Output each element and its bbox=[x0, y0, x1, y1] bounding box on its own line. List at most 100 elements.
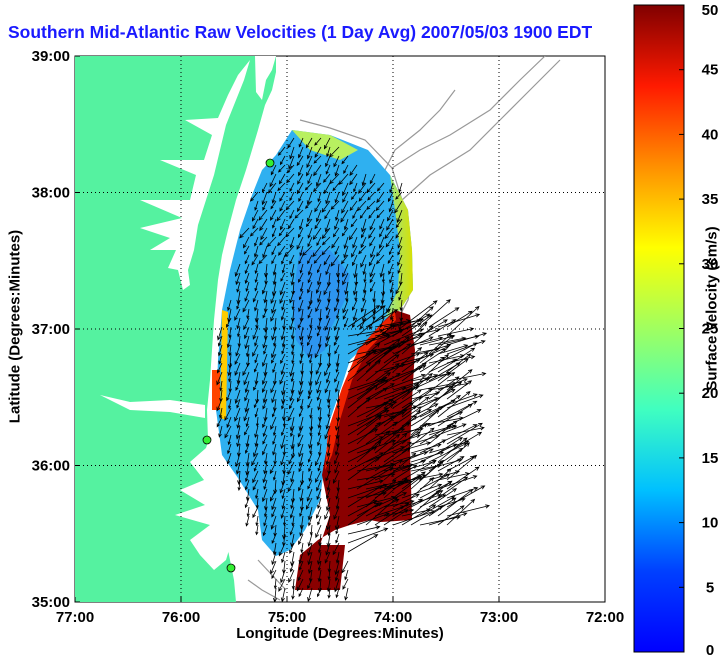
current-vector-arrow bbox=[267, 182, 277, 194]
current-vector-arrow bbox=[253, 398, 259, 409]
current-vector-arrow bbox=[317, 569, 322, 583]
current-vector-arrow bbox=[428, 424, 452, 445]
current-vector-arrow bbox=[316, 479, 322, 492]
current-vector-arrow bbox=[263, 344, 268, 355]
current-vector-arrow bbox=[384, 227, 394, 240]
current-vector-arrow bbox=[446, 340, 486, 355]
current-vector-arrow bbox=[341, 155, 349, 165]
current-vector-arrow bbox=[375, 254, 385, 265]
current-vector-arrow bbox=[218, 407, 223, 419]
current-vector-arrow bbox=[392, 346, 423, 373]
current-vector-arrow bbox=[298, 479, 304, 492]
current-vector-arrow bbox=[335, 524, 340, 535]
current-vector-arrow bbox=[392, 464, 418, 481]
current-vector-arrow bbox=[347, 397, 371, 418]
current-vector-arrow bbox=[334, 164, 340, 177]
current-vector-arrow bbox=[243, 371, 250, 386]
current-vector-arrow bbox=[255, 416, 259, 427]
y-tick-label: 36:00 bbox=[32, 458, 70, 475]
current-vector-arrow bbox=[334, 578, 340, 593]
current-vector-arrow bbox=[307, 506, 313, 521]
current-vector-arrow bbox=[307, 209, 313, 223]
current-vector-arrow bbox=[289, 290, 295, 304]
current-vector-arrow bbox=[253, 362, 259, 373]
current-vector-arrow bbox=[280, 569, 286, 584]
current-vector-arrow bbox=[253, 461, 259, 472]
current-vector-arrow bbox=[353, 182, 358, 193]
current-vector-arrow bbox=[325, 335, 331, 348]
current-vector-arrow bbox=[446, 454, 478, 481]
current-vector-arrow bbox=[244, 380, 250, 394]
current-vector-arrow bbox=[335, 587, 340, 599]
current-vector-arrow bbox=[335, 533, 340, 544]
current-vector-arrow bbox=[341, 200, 349, 214]
current-vector-arrow bbox=[239, 227, 250, 239]
current-vector-arrow bbox=[335, 488, 340, 500]
current-vector-arrow bbox=[297, 389, 304, 403]
current-vector-arrow bbox=[401, 352, 429, 373]
current-vector-arrow bbox=[428, 447, 464, 472]
current-vector-arrow bbox=[338, 173, 349, 185]
current-vector-arrow bbox=[358, 191, 367, 202]
current-vector-arrow bbox=[217, 344, 223, 357]
current-vector-arrow bbox=[365, 459, 404, 481]
current-vector-arrow bbox=[334, 515, 340, 531]
current-vector-arrow bbox=[446, 498, 476, 526]
y-tick-label: 35:00 bbox=[32, 594, 70, 611]
current-vector-arrow bbox=[428, 468, 452, 490]
current-vector-arrow bbox=[312, 182, 322, 193]
current-vector-arrow bbox=[437, 358, 469, 382]
current-vector-arrow bbox=[324, 218, 331, 233]
current-vector-arrow bbox=[317, 290, 322, 303]
current-vector-arrow bbox=[243, 407, 250, 422]
y-tick-label: 37:00 bbox=[32, 321, 70, 338]
current-vector-arrow bbox=[261, 182, 268, 193]
current-vector-arrow bbox=[324, 506, 331, 520]
current-vector-arrow bbox=[289, 209, 295, 220]
current-vector-arrow bbox=[333, 335, 340, 347]
current-vector-arrow bbox=[428, 512, 468, 526]
current-vector-arrow bbox=[327, 587, 331, 599]
current-vector-arrow bbox=[361, 218, 367, 233]
current-vector-arrow bbox=[255, 515, 259, 527]
current-vector-arrow bbox=[317, 425, 322, 437]
current-vector-arrow bbox=[226, 335, 232, 349]
colorbar-tick-label: 45 bbox=[702, 62, 719, 79]
current-vector-arrow bbox=[269, 173, 277, 188]
current-vector-arrow bbox=[437, 342, 478, 364]
current-vector-arrow bbox=[387, 209, 394, 222]
current-vector-arrow bbox=[279, 371, 286, 385]
current-vector-arrow bbox=[437, 403, 473, 427]
current-vector-arrow bbox=[262, 245, 268, 259]
current-vector-arrow bbox=[392, 396, 422, 418]
current-vector-arrow bbox=[291, 353, 295, 365]
current-vector-arrow bbox=[419, 334, 455, 364]
current-vector-arrow bbox=[280, 452, 286, 466]
current-vector-arrow bbox=[297, 569, 304, 582]
current-vector-arrow bbox=[254, 299, 259, 312]
current-vector-arrow bbox=[307, 551, 313, 566]
current-vector-arrow bbox=[325, 155, 331, 168]
current-vector-arrow bbox=[396, 209, 403, 224]
colorbar-tick-label: 40 bbox=[702, 126, 719, 143]
current-vector-arrow bbox=[401, 459, 437, 481]
current-vector-arrow bbox=[317, 317, 322, 331]
current-vector-arrow bbox=[309, 407, 313, 419]
current-vector-arrow bbox=[289, 542, 295, 554]
current-vector-arrow bbox=[304, 182, 313, 191]
current-vector-arrow bbox=[327, 569, 331, 581]
current-vector-arrow bbox=[263, 452, 268, 465]
current-vector-arrow bbox=[437, 456, 465, 472]
current-vector-arrow bbox=[333, 506, 340, 520]
current-vector-arrow bbox=[308, 470, 313, 482]
current-vector-arrow bbox=[259, 236, 268, 246]
current-vector-arrow bbox=[289, 416, 295, 432]
current-vector-arrow bbox=[389, 281, 394, 294]
current-vector-arrow bbox=[228, 371, 232, 383]
current-vector-arrow bbox=[245, 470, 250, 483]
current-vector-arrow bbox=[290, 272, 295, 286]
current-vector-arrow bbox=[282, 515, 287, 527]
current-vector-arrow bbox=[236, 434, 241, 448]
current-vector-arrow bbox=[437, 488, 474, 517]
